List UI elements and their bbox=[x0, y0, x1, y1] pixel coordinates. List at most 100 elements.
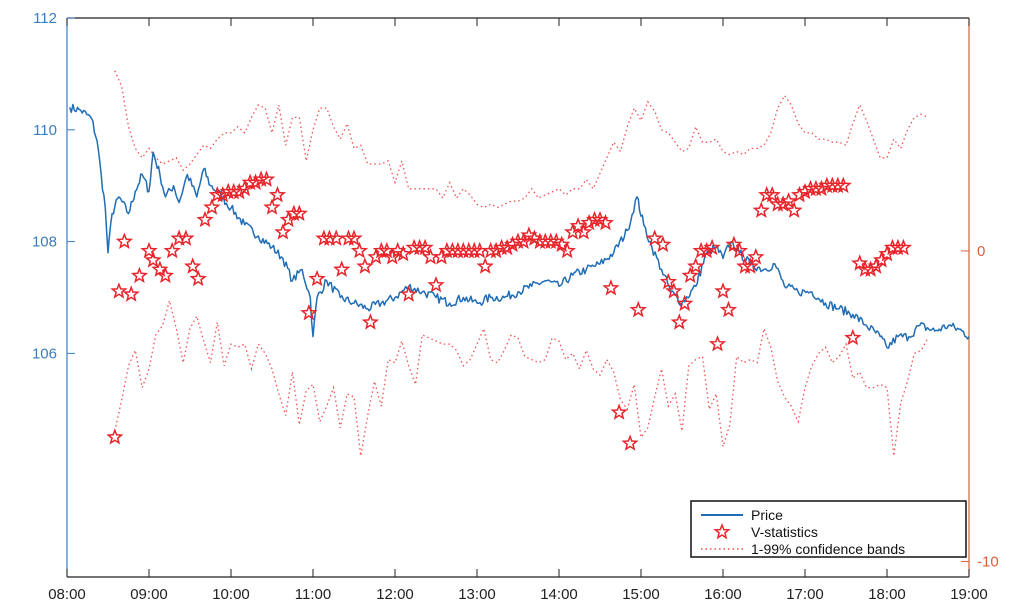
x-tick-label: 11:00 bbox=[295, 586, 331, 603]
v-statistic-point bbox=[741, 257, 759, 274]
v-statistic-point bbox=[796, 182, 814, 200]
v-statistic-point bbox=[542, 232, 560, 249]
v-statistic-point bbox=[763, 185, 781, 203]
v-statistic-point bbox=[509, 232, 527, 249]
v-statistic-point bbox=[645, 229, 664, 246]
v-statistic-point bbox=[268, 185, 287, 203]
v-statistic-point bbox=[203, 198, 221, 215]
v-statistic-point bbox=[177, 229, 195, 246]
v-statistic-point bbox=[290, 204, 308, 221]
v-statistic-point bbox=[714, 282, 732, 299]
v-statistic-point bbox=[725, 235, 743, 253]
v-statistic-point bbox=[350, 241, 369, 259]
right-y-tick-label: 0 bbox=[977, 243, 985, 260]
v-statistic-point bbox=[708, 334, 727, 352]
left-y-tick-label: 106 bbox=[32, 345, 57, 362]
x-tick-label: 09:00 bbox=[130, 586, 168, 603]
v-statistic-point bbox=[774, 195, 792, 212]
x-tick-label: 15:00 bbox=[622, 586, 660, 603]
legend-v-statistics-swatch bbox=[713, 522, 731, 540]
price-series bbox=[68, 103, 970, 349]
v-statistic-point bbox=[263, 198, 281, 215]
v-statistic-point bbox=[692, 241, 710, 259]
v-statistic-point bbox=[553, 235, 571, 253]
legend-entry-label: 1-99% confidence bands bbox=[751, 541, 905, 557]
v-statistic-point bbox=[697, 241, 716, 259]
v-statistic-point bbox=[861, 260, 880, 277]
v-statistic-point bbox=[785, 201, 803, 218]
left-y-tick-label: 112 bbox=[33, 10, 57, 27]
v-statistic-point bbox=[585, 210, 604, 228]
x-tick-label: 16:00 bbox=[704, 586, 742, 603]
v-statistic-point bbox=[144, 251, 162, 268]
v-statistic-point bbox=[196, 210, 214, 228]
v-statistic-point bbox=[356, 257, 374, 274]
v-statistic-point bbox=[394, 244, 412, 262]
v-statistic-point bbox=[851, 254, 869, 271]
v-statistic-point bbox=[230, 182, 248, 200]
v-statistic-point bbox=[681, 266, 699, 284]
v-statistic-point bbox=[569, 217, 587, 234]
x-tick-label: 13:00 bbox=[458, 586, 496, 603]
v-statistic-point bbox=[812, 179, 831, 197]
plot-frame bbox=[66, 17, 970, 578]
v-statistic-point bbox=[416, 238, 434, 256]
v-statistic-point bbox=[156, 266, 175, 284]
v-statistic-point bbox=[703, 238, 721, 256]
v-statistic-point bbox=[610, 403, 628, 420]
v-statistic-point bbox=[106, 428, 124, 445]
v-statistic-point bbox=[208, 185, 227, 203]
v-statistic-point bbox=[889, 238, 907, 256]
v-statistic-point bbox=[487, 241, 505, 259]
confidence-band-lower-line bbox=[114, 300, 929, 457]
v-statistic-point bbox=[410, 238, 429, 256]
x-tick-label: 17:00 bbox=[786, 586, 824, 603]
v-statistic-point bbox=[563, 223, 582, 240]
v-statistic-point bbox=[654, 235, 672, 253]
confidence-band-upper-line bbox=[114, 70, 929, 209]
v-statistic-point bbox=[427, 276, 445, 293]
v-statistic-point bbox=[140, 241, 158, 259]
v-statistic-point bbox=[214, 185, 232, 203]
v-statistic-point bbox=[432, 247, 451, 265]
v-statistic-point bbox=[339, 229, 358, 246]
v-statistic-point bbox=[752, 201, 770, 218]
legend-entry-label: V-statistics bbox=[751, 524, 818, 540]
v-statistic-point bbox=[345, 229, 363, 246]
v-statistic-point bbox=[122, 285, 140, 302]
v-statistic-point bbox=[285, 204, 303, 221]
v-statistic-point bbox=[736, 257, 754, 274]
confidence-bands-series bbox=[114, 70, 929, 457]
left-y-tick-label: 110 bbox=[33, 122, 57, 139]
v-statistic-point bbox=[279, 210, 298, 228]
v-statistic-point bbox=[257, 170, 276, 187]
v-statistic-point bbox=[115, 232, 134, 249]
v-statistic-point bbox=[676, 294, 694, 312]
v-statistic-point bbox=[130, 266, 149, 284]
v-statistic-point bbox=[308, 269, 326, 287]
price-line bbox=[68, 103, 970, 349]
v-statistic-point bbox=[274, 223, 292, 240]
v-statistic-point bbox=[769, 195, 787, 212]
v-statistic-point bbox=[503, 235, 522, 253]
v-statistic-point bbox=[872, 251, 891, 268]
v-statistic-point bbox=[629, 300, 647, 318]
v-statistic-point bbox=[476, 257, 494, 274]
v-statistic-point bbox=[184, 257, 202, 274]
v-statistic-point bbox=[844, 328, 862, 346]
v-statistic-point bbox=[829, 176, 847, 194]
axis-ticks: 08:00 09:00 10:00 11:00 12:00 13:00 14:00 15:00… bbox=[32, 10, 999, 603]
v-statistic-point bbox=[856, 260, 874, 277]
v-statistic-point bbox=[779, 192, 798, 209]
x-tick-label: 08:00 bbox=[48, 586, 86, 603]
v-statistic-point bbox=[558, 241, 576, 259]
left-y-tick-label: 108 bbox=[32, 234, 57, 251]
v-statistic-point bbox=[602, 279, 620, 296]
right-y-tick-label: -10 bbox=[977, 553, 999, 570]
v-statistic-point bbox=[246, 173, 265, 190]
v-statistic-point bbox=[252, 170, 270, 187]
legend-box bbox=[690, 500, 967, 558]
v-statistics-series bbox=[106, 170, 913, 451]
v-statistic-point bbox=[574, 223, 593, 240]
v-statistic-point bbox=[580, 213, 598, 231]
